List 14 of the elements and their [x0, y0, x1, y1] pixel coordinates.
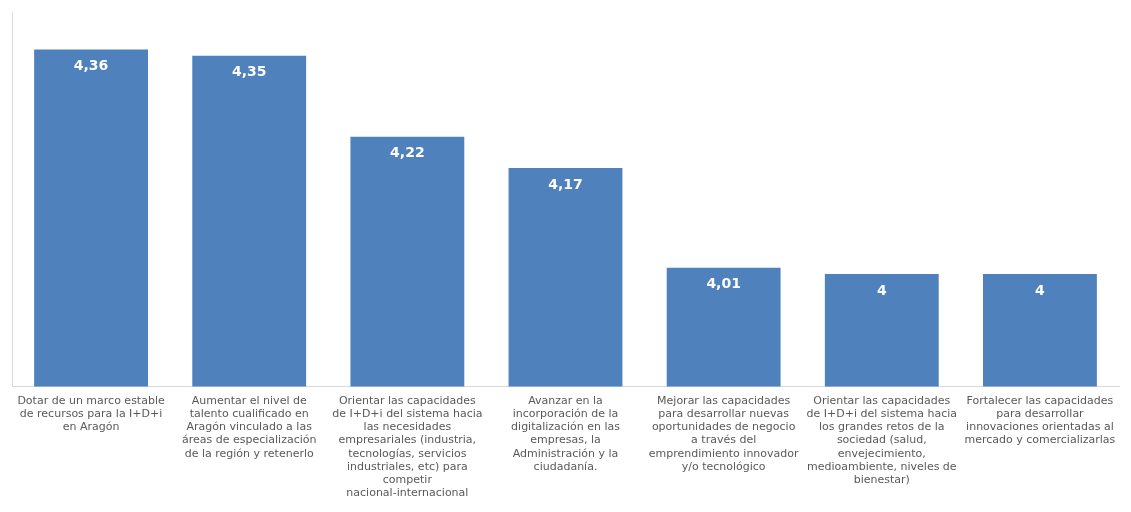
data-label: 4,01 — [706, 275, 741, 292]
data-label: 4,35 — [231, 63, 267, 80]
data-label: 4 — [876, 281, 887, 298]
data-label: 4,17 — [548, 175, 583, 192]
x-tick-label: Dotar de un marco estable de recursos para la I+D+i en Aragón — [17, 393, 165, 434]
x-tick-label: Orientar las capacidades de I+D+i del sistema hacia las necesidades empresariales (industria, tecnologías, servicios industriales, etc) para competir nacional-internacional — [332, 393, 483, 500]
x-tick-label: Aumentar el nivel de talento cualificado en Aragón vinculado a las áreas de especialización de la región y retenerlo — [181, 393, 317, 460]
data-label: 4,22 — [390, 144, 425, 161]
x-tick-label: Avanzar en la incorporación de la digitalización en las empresas, la Administración y la ciudadanía. — [511, 393, 621, 473]
x-tick-label: Mejorar las capacidades para desarrollar nuevas oportunidades de negocio a través del emprendimiento innovador y/o tecnológico — [648, 393, 800, 473]
data-label: 4 — [1035, 281, 1046, 298]
data-label: 4,36 — [73, 57, 109, 74]
x-tick-label: Fortalecer las capacidades para desarrollar innovaciones orientadas al mercado y comercializarlas — [964, 393, 1116, 447]
x-tick-label: Orientar las capacidades de I+D+i del sistema hacia los grandes retos de la sociedad (salud, envejecimiento, medioambiente, niveles de bienestar) — [806, 393, 957, 487]
